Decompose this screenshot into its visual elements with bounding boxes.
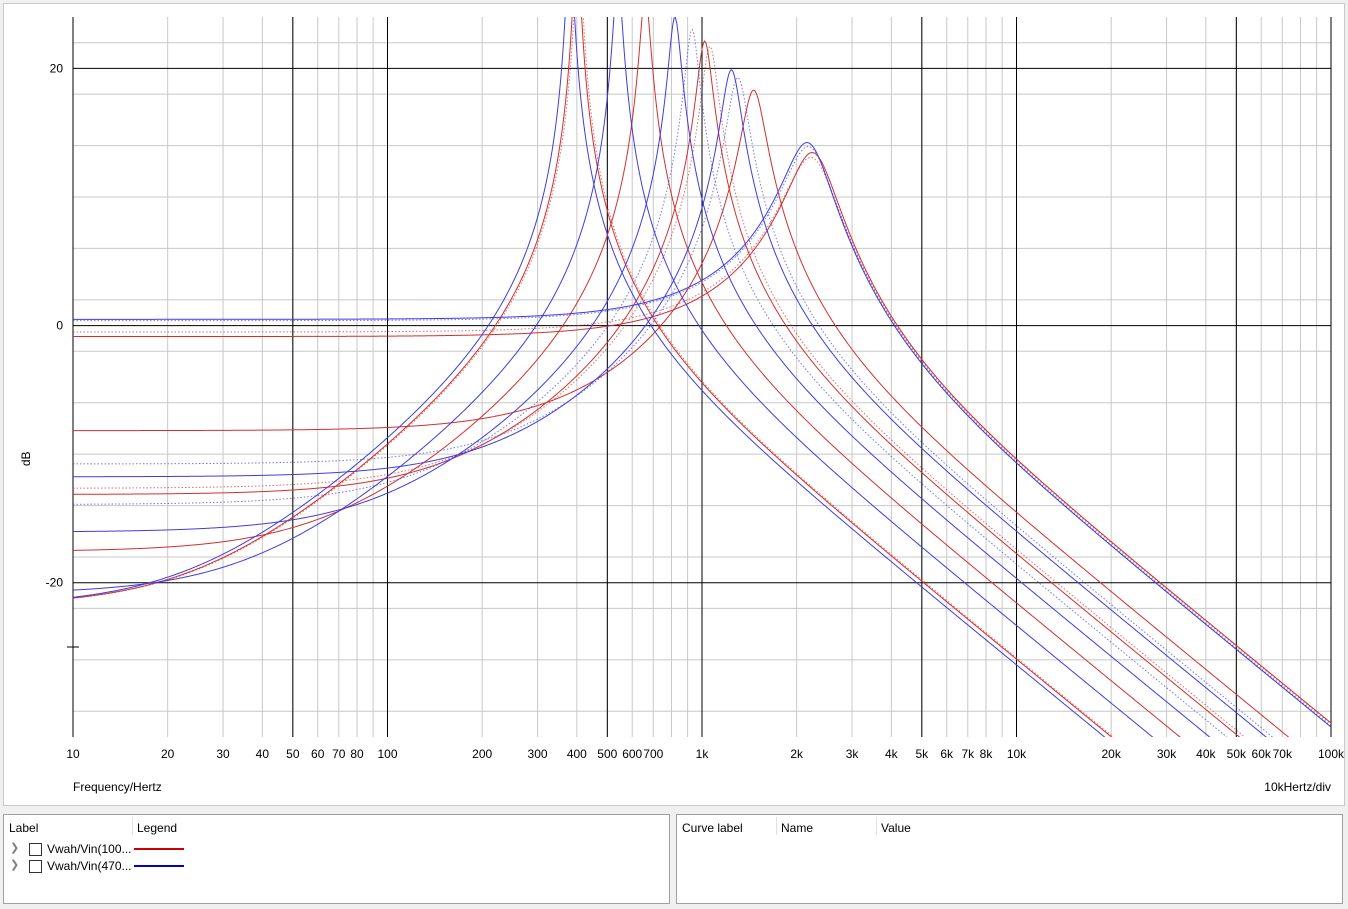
plot-area[interactable]: 20 0 -20 10 20 30 40 50 60 70 80 100 200 300 400 500 600… (3, 3, 1345, 806)
series-line (73, 28, 1228, 737)
series-line (73, 146, 1331, 727)
header-name: Name (781, 821, 814, 835)
header-value: Value (881, 821, 911, 835)
series-line (73, 17, 1211, 737)
y-tick-label: -20 (46, 576, 64, 590)
series-line (73, 45, 1246, 737)
x-tick-label: 50k (1227, 747, 1247, 761)
legend-swatch (134, 865, 184, 867)
curve-value-panel: Curve label Name Value (676, 814, 1343, 904)
x-scale-label: 10kHertz/div (1264, 780, 1331, 794)
series-line (73, 89, 1290, 737)
x-tick-label: 700 (643, 747, 663, 761)
x-tick-label: 300 (528, 747, 548, 761)
x-tick-label: 60k (1252, 747, 1272, 761)
series-line (73, 17, 1154, 737)
series-line (73, 17, 1113, 737)
y-axis-label: dB (19, 451, 33, 466)
x-tick-label: 7k (961, 747, 975, 761)
series-line (73, 77, 1274, 737)
x-tick-label: 8k (980, 747, 994, 761)
series-line (73, 152, 1331, 724)
legend-panel: Label Legend ❯ Vwah/Vin(100... ❯ Vwah/Vi… (3, 814, 670, 904)
x-tick-label: 40 (256, 747, 270, 761)
series-visibility-checkbox[interactable] (29, 843, 42, 856)
legend-item-label: Vwah/Vin(470... (47, 859, 132, 873)
x-tick-label: 50 (286, 747, 300, 761)
expand-chevron-icon[interactable]: ❯ (10, 842, 20, 854)
series-line (73, 142, 1331, 728)
x-tick-label: 20 (161, 747, 175, 761)
x-tick-label: 30k (1157, 747, 1177, 761)
x-tick-label: 100k (1318, 747, 1344, 761)
series-line (73, 40, 1241, 737)
y-tick-label: 20 (50, 61, 64, 75)
x-tick-label: 2k (790, 747, 804, 761)
legend-swatch (134, 848, 184, 850)
x-tick-label: 80 (350, 747, 364, 761)
x-tick-label: 600 (622, 747, 642, 761)
x-tick-label: 4k (885, 747, 899, 761)
x-tick-label: 10k (1007, 747, 1027, 761)
y-tick-label: 0 (56, 319, 63, 333)
series-line (73, 17, 1106, 737)
column-divider (132, 817, 133, 835)
series-line (73, 69, 1267, 737)
x-tick-label: 30 (216, 747, 230, 761)
legend-row[interactable]: ❯ Vwah/Vin(470... (4, 858, 669, 876)
series-line (73, 17, 1115, 737)
x-tick-label: 70k (1273, 747, 1293, 761)
legend-header-legend: Legend (137, 821, 178, 835)
column-divider (776, 817, 777, 835)
x-tick-label: 500 (597, 747, 617, 761)
x-tick-label: 20k (1101, 747, 1121, 761)
expand-chevron-icon[interactable]: ❯ (10, 859, 20, 871)
legend-row[interactable]: ❯ Vwah/Vin(100... (4, 841, 669, 859)
series-visibility-checkbox[interactable] (29, 860, 42, 873)
legend-header-label: Label (9, 821, 39, 835)
x-tick-label: 3k (846, 747, 860, 761)
column-divider (876, 817, 877, 835)
header-curve-label: Curve label (682, 821, 743, 835)
x-tick-label: 40k (1196, 747, 1216, 761)
x-axis-label: Frequency/Hertz (73, 780, 162, 794)
x-tick-label: 1k (696, 747, 710, 761)
legend-item-label: Vwah/Vin(100... (47, 842, 132, 856)
x-tick-label: 70 (332, 747, 346, 761)
x-tick-label: 200 (472, 747, 492, 761)
x-tick-label: 100 (377, 747, 397, 761)
x-tick-label: 10 (66, 747, 80, 761)
x-tick-label: 6k (940, 747, 954, 761)
x-tick-label: 60 (311, 747, 325, 761)
x-tick-label: 5k (915, 747, 929, 761)
series-line (73, 156, 1331, 725)
x-tick-label: 400 (567, 747, 587, 761)
